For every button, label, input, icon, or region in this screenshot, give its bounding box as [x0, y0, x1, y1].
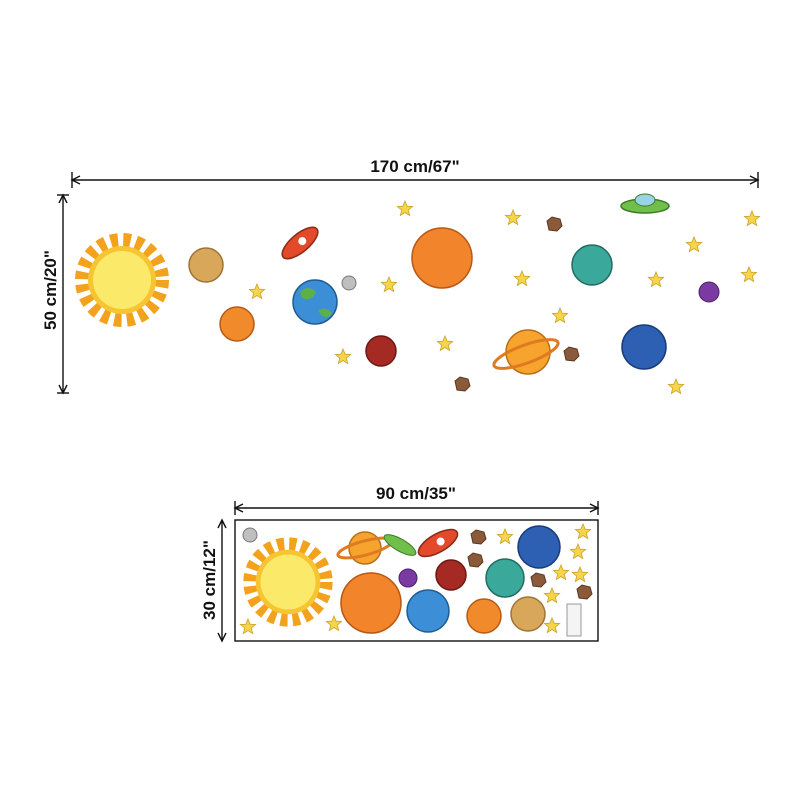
ufo	[620, 193, 670, 214]
sun	[84, 242, 160, 318]
top-dimensions: 170 cm/67" 50 cm/20"	[41, 157, 760, 395]
star	[552, 307, 568, 323]
saturn	[348, 531, 382, 565]
star	[544, 587, 560, 603]
star	[239, 618, 257, 634]
star	[741, 266, 757, 282]
star	[686, 236, 702, 252]
star	[744, 210, 760, 226]
star	[436, 335, 454, 351]
planet	[188, 247, 224, 283]
bottom-dimensions: 90 cm/35" 30 cm/12"	[200, 484, 600, 643]
height-label: 30 cm/12"	[200, 540, 219, 620]
arrow-head	[217, 518, 227, 529]
star	[248, 283, 266, 299]
star	[648, 271, 664, 287]
neptune	[621, 324, 667, 370]
sun	[252, 546, 324, 618]
star	[544, 617, 560, 633]
height-label: 50 cm/20"	[41, 250, 60, 330]
sticker-sheet	[566, 603, 582, 637]
width-label: 90 cm/35"	[376, 484, 456, 503]
star	[396, 200, 414, 216]
asteroid	[576, 584, 593, 600]
pluto	[398, 568, 418, 588]
asteroid	[563, 346, 580, 362]
star	[668, 378, 684, 394]
asteroid	[454, 376, 471, 392]
star	[553, 564, 569, 580]
planet	[510, 596, 546, 632]
planet	[435, 559, 467, 591]
moon	[341, 275, 357, 291]
bottom-artwork	[239, 523, 593, 637]
uranus	[571, 244, 613, 286]
planet	[365, 335, 397, 367]
jupiter	[411, 227, 473, 289]
asteroid	[467, 552, 484, 568]
star	[575, 523, 591, 539]
top-artwork	[84, 193, 760, 394]
jupiter	[340, 572, 402, 634]
earth	[292, 279, 338, 325]
sheet-outline	[234, 519, 599, 642]
asteroid	[546, 216, 563, 232]
star	[504, 209, 521, 225]
rocket	[281, 226, 319, 260]
continents	[300, 288, 332, 318]
moon	[242, 527, 258, 543]
asteroid	[530, 572, 547, 588]
uranus	[485, 558, 525, 598]
planet	[219, 306, 255, 342]
star	[334, 348, 352, 364]
arrow-head	[217, 632, 227, 643]
star	[496, 528, 513, 544]
planet	[466, 598, 502, 634]
pluto	[698, 281, 720, 303]
width-label: 170 cm/67"	[370, 157, 459, 176]
saturn-ring	[492, 338, 560, 370]
earth	[406, 589, 450, 633]
star	[570, 543, 586, 559]
ufo	[383, 534, 417, 556]
star	[572, 566, 588, 582]
star	[380, 276, 398, 292]
rocket	[417, 528, 459, 558]
asteroid	[470, 529, 487, 545]
star	[325, 615, 343, 631]
star	[514, 270, 530, 286]
neptune	[517, 525, 561, 569]
